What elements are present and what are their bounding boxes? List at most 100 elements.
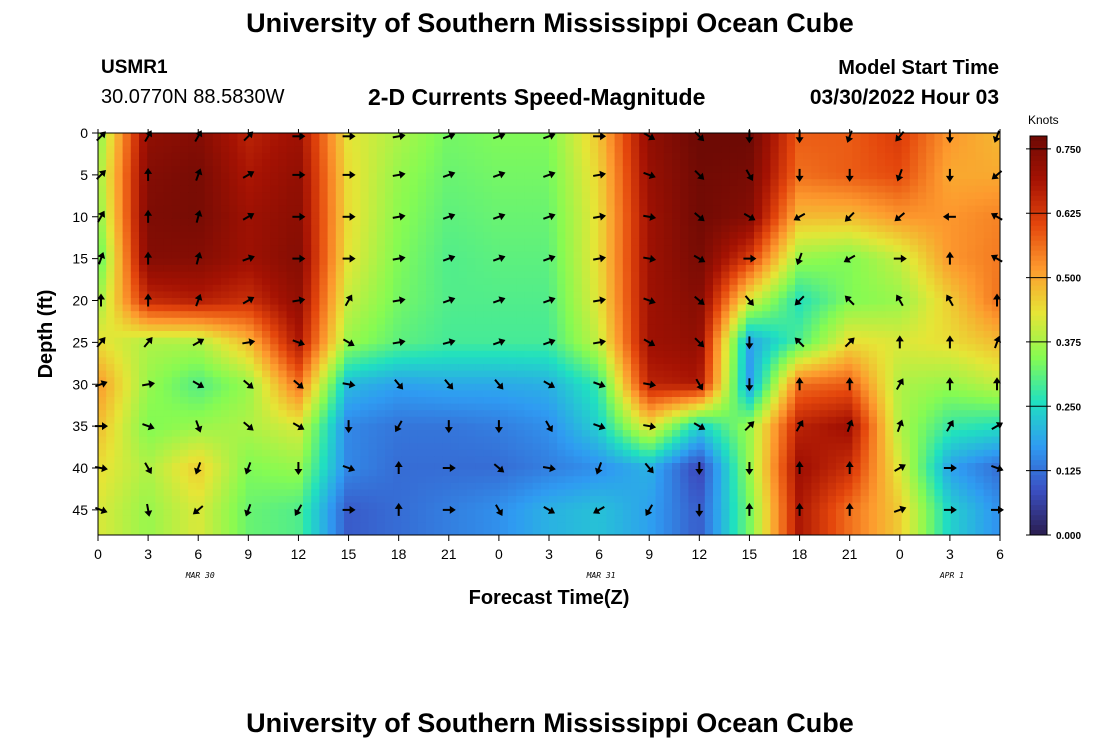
- heatmap-cell: [721, 185, 730, 193]
- heatmap-cell: [754, 324, 763, 332]
- heatmap-cell: [540, 199, 550, 206]
- heatmap-cell: [967, 370, 976, 378]
- heatmap-cell: [942, 218, 952, 226]
- heatmap-cell: [942, 390, 952, 398]
- heatmap-cell: [713, 133, 722, 140]
- heatmap-cell: [778, 192, 788, 200]
- heatmap-cell: [967, 139, 976, 147]
- heatmap-cell: [188, 192, 197, 200]
- heatmap-cell: [467, 265, 476, 272]
- heatmap-cell: [770, 370, 779, 378]
- heatmap-cell: [426, 251, 435, 259]
- heatmap-cell: [860, 317, 870, 325]
- heatmap-cell: [524, 317, 533, 325]
- heatmap-cell: [450, 350, 460, 358]
- heatmap-cell: [171, 245, 181, 253]
- heatmap-cell: [467, 317, 476, 325]
- heatmap-cell: [836, 218, 845, 226]
- heatmap-cell: [253, 397, 263, 404]
- heatmap-cell: [827, 331, 837, 338]
- heatmap-cell: [278, 185, 287, 193]
- heatmap-cell: [319, 298, 328, 305]
- heatmap-cell: [852, 364, 861, 371]
- heatmap-cell: [393, 311, 402, 319]
- heatmap-cell: [221, 271, 230, 279]
- heatmap-cell: [385, 350, 394, 358]
- heatmap-cell: [368, 251, 378, 259]
- heatmap-cell: [319, 146, 328, 154]
- heatmap-cell: [335, 337, 345, 345]
- heatmap-cell: [327, 403, 337, 411]
- heatmap-cell: [885, 403, 894, 411]
- heatmap-cell: [417, 225, 427, 233]
- heatmap-cell: [918, 152, 927, 160]
- heatmap-cell: [959, 370, 968, 378]
- heatmap-cell: [729, 271, 738, 279]
- heatmap-cell: [713, 205, 722, 213]
- heatmap-cell: [918, 357, 927, 365]
- heatmap-cell: [696, 337, 706, 345]
- heatmap-cell: [335, 298, 345, 305]
- heatmap-cell: [590, 337, 599, 345]
- heatmap-cell: [467, 324, 476, 332]
- heatmap-cell: [262, 159, 271, 167]
- heatmap-cell: [532, 403, 542, 411]
- heatmap-cell: [467, 232, 476, 239]
- heatmap-cell: [409, 377, 419, 385]
- heatmap-cell: [581, 416, 591, 424]
- heatmap-cell: [729, 291, 738, 299]
- heatmap-cell: [803, 284, 812, 292]
- heatmap-cell: [696, 159, 706, 167]
- heatmap-cell: [171, 350, 181, 358]
- heatmap-cell: [262, 410, 271, 418]
- heatmap-cell: [155, 192, 164, 200]
- heatmap-cell: [475, 370, 484, 378]
- heatmap-cell: [704, 304, 714, 312]
- heatmap-cell: [221, 225, 230, 233]
- heatmap-cell: [344, 370, 353, 378]
- heatmap-cell: [376, 390, 386, 398]
- heatmap-cell: [778, 146, 788, 154]
- heatmap-cell: [967, 133, 976, 140]
- heatmap-cell: [303, 199, 312, 206]
- heatmap-cell: [737, 278, 747, 286]
- heatmap-cell: [713, 139, 722, 147]
- heatmap-cell: [122, 265, 132, 272]
- heatmap-cell: [557, 192, 566, 200]
- heatmap-cell: [516, 245, 525, 253]
- heatmap-cell: [139, 225, 148, 233]
- heatmap-cell: [278, 377, 287, 385]
- heatmap-cell: [196, 311, 205, 319]
- heatmap-cell: [581, 331, 591, 338]
- heatmap-cell: [590, 159, 599, 167]
- heatmap-cell: [778, 258, 788, 266]
- heatmap-cell: [721, 172, 730, 180]
- heatmap-cell: [606, 172, 615, 180]
- heatmap-cell: [926, 423, 935, 431]
- heatmap-cell: [344, 278, 353, 286]
- heatmap-cell: [516, 238, 525, 246]
- heatmap-cell: [401, 350, 410, 358]
- heatmap-cell: [729, 212, 738, 220]
- heatmap-cell: [278, 383, 287, 391]
- heatmap-cell: [639, 225, 648, 233]
- heatmap-cell: [909, 403, 919, 411]
- heatmap-cell: [803, 232, 812, 239]
- heatmap-cell: [245, 225, 255, 233]
- heatmap-cell: [975, 271, 984, 279]
- heatmap-cell: [918, 324, 927, 332]
- heatmap-cell: [491, 245, 501, 253]
- heatmap-cell: [655, 403, 665, 411]
- heatmap-cell: [983, 238, 993, 246]
- heatmap-cell: [368, 238, 378, 246]
- heatmap-cell: [180, 146, 189, 154]
- heatmap-cell: [622, 271, 632, 279]
- heatmap-cell: [655, 251, 665, 259]
- heatmap-cell: [467, 192, 476, 200]
- heatmap-cell: [663, 225, 673, 233]
- heatmap-cell: [860, 159, 870, 167]
- heatmap-cell: [590, 225, 599, 233]
- heatmap-cell: [672, 344, 681, 352]
- heatmap-cell: [754, 245, 763, 253]
- heatmap-cell: [631, 271, 640, 279]
